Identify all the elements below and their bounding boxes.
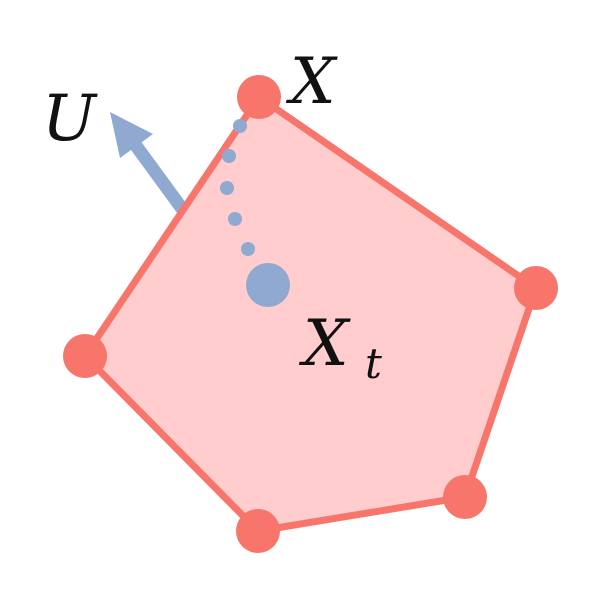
label-xt: X t (298, 307, 382, 388)
polygon-vertices (63, 75, 558, 553)
label-x: X (285, 45, 338, 119)
direction-arrow (110, 112, 189, 214)
trajectory-path (220, 119, 290, 307)
trajectory-dot (228, 212, 242, 226)
trajectory-dot (220, 181, 234, 195)
vertex-bottom-right (443, 475, 487, 519)
arrow-head (110, 112, 153, 158)
label-xt-subscript: t (365, 339, 382, 388)
arrow-shaft (128, 139, 189, 214)
vertex-bottom (236, 509, 280, 553)
trajectory-dot (233, 119, 247, 133)
trajectory-dot (241, 242, 255, 256)
vertex-x (237, 75, 281, 119)
vertex-right (514, 266, 558, 310)
vertex-left (63, 334, 107, 378)
polygon-region (81, 93, 540, 535)
label-xt-main: X (298, 307, 351, 381)
current-point-xt (246, 263, 290, 307)
trajectory-dot (222, 149, 236, 163)
label-u: U (42, 82, 98, 156)
